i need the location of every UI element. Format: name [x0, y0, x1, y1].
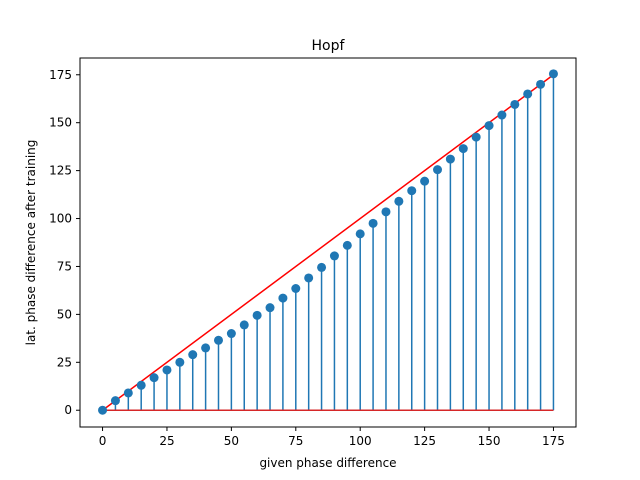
data-point [239, 320, 249, 330]
data-point [407, 186, 417, 196]
x-tick-label: 175 [542, 434, 565, 448]
y-tick-label: 175 [49, 68, 72, 82]
data-point [329, 251, 339, 261]
data-point [175, 357, 185, 367]
x-tick-label: 100 [349, 434, 372, 448]
axis-ticks: 0 25 50 75 100 125 150 175 0 25 50 75 100 125 150 175 [49, 68, 565, 448]
data-point [458, 144, 468, 154]
x-tick-label: 125 [413, 434, 436, 448]
x-tick-label: 150 [478, 434, 501, 448]
x-tick-label: 0 [99, 434, 107, 448]
data-point [368, 218, 378, 228]
data-point [355, 229, 365, 239]
axes-frame [79, 57, 577, 428]
y-tick-label: 75 [57, 259, 72, 273]
data-point [291, 284, 301, 294]
data-point [445, 154, 455, 164]
data-point [471, 132, 481, 142]
y-tick-label: 125 [49, 164, 72, 178]
y-tick-label: 150 [49, 116, 72, 130]
y-axis-label: lat. phase difference after training [24, 140, 38, 346]
data-point [201, 343, 211, 353]
chart-title: Hopf [312, 38, 346, 54]
y-tick-label: 100 [49, 212, 72, 226]
data-point [98, 405, 108, 415]
y-tick-label: 25 [57, 355, 72, 369]
data-point [265, 303, 275, 313]
data-point [420, 176, 430, 186]
data-point [523, 89, 533, 99]
data-point [123, 388, 133, 398]
data-point [213, 335, 223, 345]
data-point [110, 396, 120, 406]
data-point [433, 165, 443, 175]
data-point [136, 380, 146, 390]
data-point [162, 365, 172, 375]
x-tick-label: 50 [224, 434, 239, 448]
data-point [317, 262, 327, 272]
data-point [149, 373, 159, 383]
data-point [548, 69, 558, 79]
reference-line [102, 74, 554, 411]
data-point [278, 293, 288, 303]
data-point [394, 196, 404, 206]
data-point [510, 99, 520, 109]
y-tick-label: 0 [64, 403, 72, 417]
data-point [226, 329, 236, 339]
x-axis-label: given phase difference [259, 456, 396, 470]
x-tick-label: 75 [288, 434, 303, 448]
x-tick-label: 25 [159, 434, 174, 448]
data-point [342, 240, 352, 250]
data-point [536, 79, 546, 89]
plot-area [98, 69, 558, 415]
data-point [304, 273, 314, 283]
y-tick-label: 50 [57, 307, 72, 321]
data-point [252, 310, 262, 320]
data-point [188, 350, 198, 360]
data-point [381, 207, 391, 217]
data-point [497, 110, 507, 120]
data-point [484, 121, 494, 131]
